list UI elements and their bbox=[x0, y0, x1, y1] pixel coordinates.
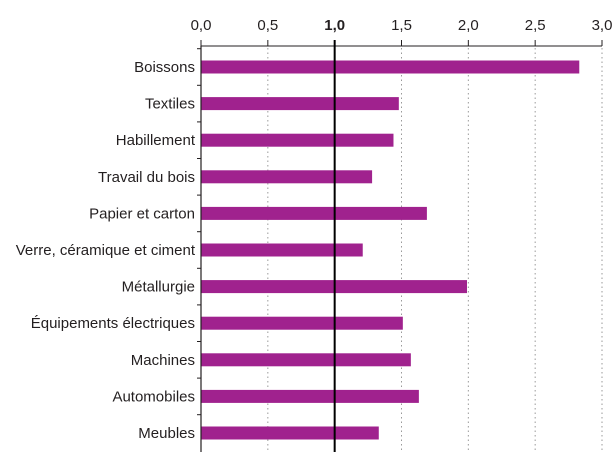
labels-layer: 0,0 0,5 1,0 1,5 2,0 2,5 3,0 Boissons Textiles Hab… bbox=[16, 17, 613, 442]
x-tick-label: 3,0 bbox=[592, 17, 613, 34]
category-label: Habillement bbox=[116, 132, 196, 149]
x-tick-label: 2,0 bbox=[458, 17, 479, 34]
category-label: Machines bbox=[131, 352, 195, 369]
bar bbox=[201, 426, 379, 440]
x-tick-label: 0,5 bbox=[257, 17, 278, 34]
x-tick-label: 1,0 bbox=[324, 17, 345, 34]
bar bbox=[201, 133, 394, 147]
bar bbox=[201, 389, 419, 403]
category-label: Meubles bbox=[138, 425, 195, 442]
category-label: Équipements électriques bbox=[31, 315, 195, 332]
category-label: Textiles bbox=[145, 96, 195, 113]
category-label: Verre, céramique et ciment bbox=[16, 242, 196, 259]
bar bbox=[201, 243, 363, 257]
bar bbox=[201, 206, 427, 220]
x-tick-label: 2,5 bbox=[525, 17, 546, 34]
bar bbox=[201, 170, 373, 184]
bar bbox=[201, 60, 580, 74]
x-tick-label: 1,5 bbox=[391, 17, 412, 34]
bars-layer bbox=[201, 60, 580, 440]
category-label: Automobiles bbox=[112, 388, 195, 405]
bar bbox=[201, 97, 399, 111]
x-tick-label: 0,0 bbox=[191, 17, 212, 34]
axis-layer bbox=[197, 40, 603, 452]
category-label: Papier et carton bbox=[89, 205, 195, 222]
bar bbox=[201, 316, 403, 330]
category-label: Travail du bois bbox=[98, 169, 195, 186]
bar bbox=[201, 353, 411, 367]
category-label: Métallurgie bbox=[122, 279, 195, 296]
category-label: Boissons bbox=[134, 59, 195, 76]
